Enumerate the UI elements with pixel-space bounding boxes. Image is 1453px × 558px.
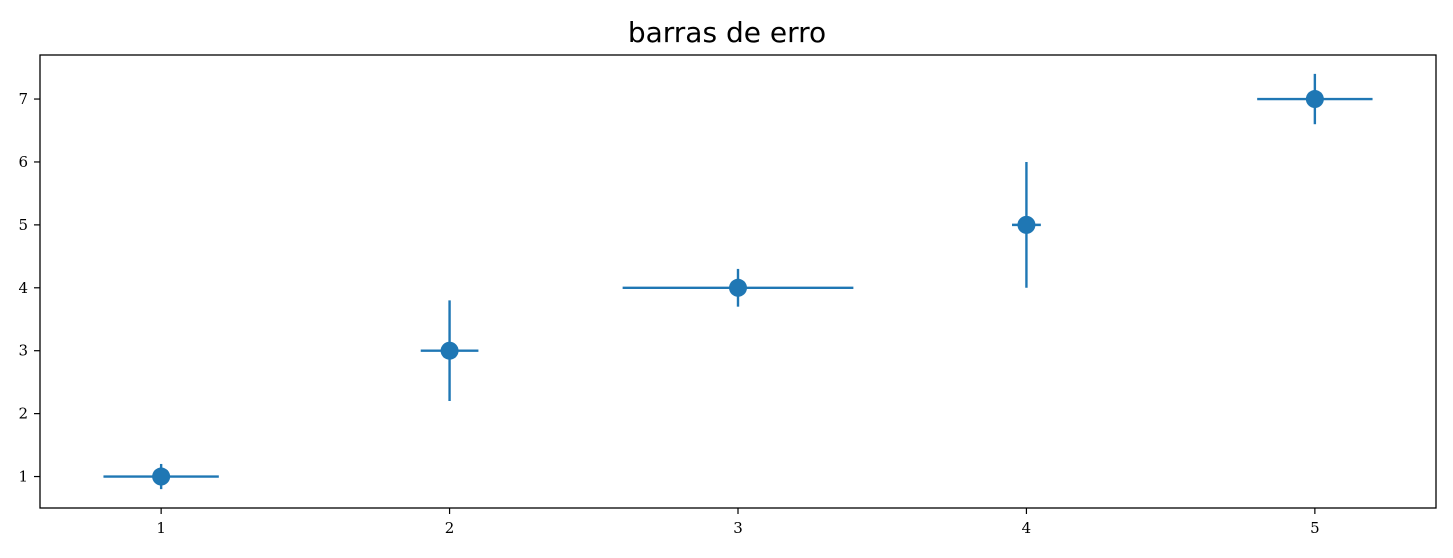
data-point: [440, 341, 459, 360]
y-tick-label: 5: [18, 216, 28, 234]
data-series: [103, 73, 1373, 490]
y-tick-label: 6: [18, 153, 28, 171]
x-tick-label: 5: [1310, 519, 1320, 537]
x-tick-label: 2: [445, 519, 455, 537]
x-tick-label: 4: [1022, 519, 1032, 537]
x-tick-label: 3: [733, 519, 743, 537]
x-tick-label: 1: [156, 519, 166, 537]
data-point: [1305, 90, 1324, 109]
y-tick-label: 4: [18, 279, 28, 297]
data-point: [152, 467, 171, 486]
x-axis: 1 2 3 4 5: [156, 508, 1320, 537]
y-axis: 1 2 3 4 5 6 7: [18, 90, 40, 486]
data-point: [1017, 215, 1036, 234]
chart-title: barras de erro: [628, 16, 826, 49]
y-tick-label: 2: [18, 405, 28, 423]
y-tick-label: 3: [18, 342, 28, 360]
y-tick-label: 1: [18, 468, 28, 486]
y-tick-label: 7: [18, 90, 28, 108]
data-point: [729, 278, 747, 297]
